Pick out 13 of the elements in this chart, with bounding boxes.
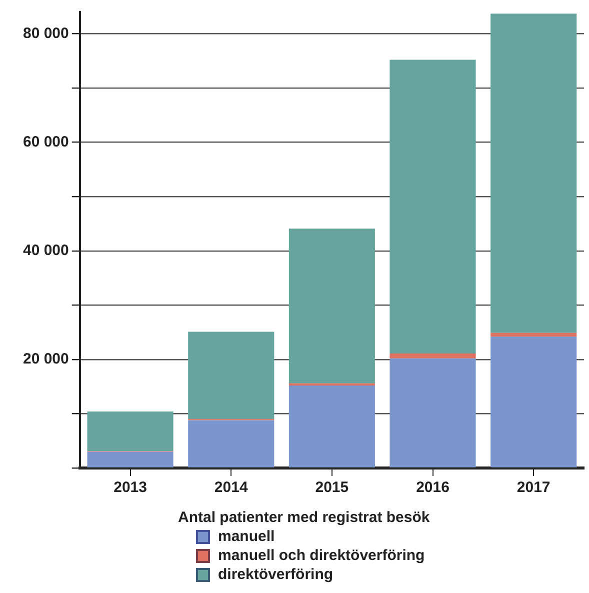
legend-label: manuell [218, 527, 275, 546]
y-tick-label: 20 000 [22, 350, 69, 368]
legend-title: Antal patienter med registrat besök [178, 508, 430, 527]
x-tick-label: 2015 [315, 479, 349, 496]
x-tick-label: 2013 [114, 479, 147, 496]
y-tick-label: 80 000 [22, 24, 69, 42]
legend-label: direktöverföring [218, 565, 334, 584]
x-tick-label: 2016 [416, 479, 450, 496]
x-tick-label: 2017 [516, 479, 550, 496]
legend-label: manuell och direktöverföring [218, 546, 425, 565]
y-tick-label: 40 000 [22, 242, 69, 259]
x-tick-label: 2014 [214, 479, 248, 496]
y-tick-label: 60 000 [22, 133, 69, 150]
